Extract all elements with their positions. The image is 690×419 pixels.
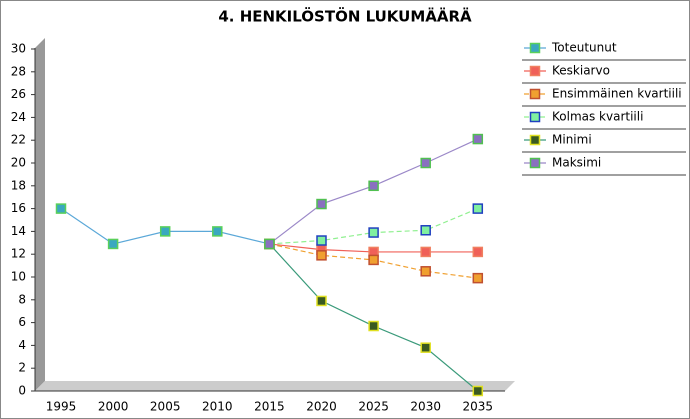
data-point (55, 203, 67, 214)
legend-marker (529, 88, 541, 100)
x-tick-label: 2030 (410, 400, 441, 414)
legend-marker (529, 134, 541, 146)
data-point (264, 238, 275, 250)
legend-label: Minimi (552, 133, 592, 147)
y-tick-label: 16 (11, 201, 26, 215)
data-point (316, 198, 327, 210)
y-tick-label: 30 (11, 42, 26, 56)
data-point (316, 295, 327, 307)
y-tick-label: 26 (11, 87, 26, 101)
y-tick-label: 22 (11, 133, 26, 147)
data-point (107, 238, 119, 250)
legend-marker (529, 111, 541, 123)
data-point (420, 246, 431, 258)
data-point (212, 226, 223, 237)
data-point (420, 225, 431, 236)
data-point (368, 227, 379, 238)
y-tick-label: 6 (18, 315, 26, 329)
data-point (420, 157, 431, 169)
y-tick-label: 2 (18, 361, 26, 375)
chart-title: 4. HENKILÖSTÖN LUKUMÄÄRÄ (218, 7, 472, 26)
x-tick-label: 2020 (306, 400, 337, 414)
axis-floor (35, 381, 515, 391)
data-point (316, 235, 327, 246)
data-point (420, 342, 431, 353)
legend-label: Toteutunut (551, 41, 617, 55)
data-point (368, 320, 379, 332)
y-tick-label: 24 (11, 110, 26, 124)
legend-marker (529, 157, 541, 169)
y-tick-label: 12 (11, 247, 26, 261)
legend-label: Maksimi (552, 156, 601, 170)
y-tick-label: 4 (18, 338, 26, 352)
x-tick-label: 2025 (358, 400, 389, 414)
legend-label: Ensimmäinen kvartiili (552, 87, 682, 101)
data-point (472, 203, 484, 214)
axis-wall (35, 38, 45, 391)
legend-marker (529, 65, 541, 77)
x-tick-label: 1995 (46, 400, 77, 414)
data-point (316, 250, 327, 261)
data-point (368, 254, 379, 266)
y-tick-label: 8 (18, 292, 26, 306)
data-point (472, 385, 484, 397)
y-tick-label: 18 (11, 178, 26, 192)
x-tick-label: 2015 (254, 400, 285, 414)
data-point (420, 266, 431, 277)
x-tick-label: 2000 (98, 400, 129, 414)
data-point (472, 272, 484, 284)
legend-label: Keskiarvo (552, 64, 610, 78)
y-tick-label: 20 (11, 156, 26, 170)
data-point (472, 246, 484, 258)
y-tick-label: 14 (11, 224, 26, 238)
x-tick-label: 2035 (463, 400, 494, 414)
y-tick-label: 10 (11, 270, 26, 284)
y-tick-label: 0 (18, 384, 26, 398)
x-tick-label: 2010 (202, 400, 233, 414)
legend-label: Kolmas kvartiili (552, 110, 643, 124)
y-tick-label: 28 (11, 64, 26, 78)
legend-marker (529, 42, 541, 54)
data-point (368, 180, 379, 192)
data-point (472, 133, 484, 145)
data-point (159, 226, 171, 237)
x-tick-label: 2005 (150, 400, 181, 414)
